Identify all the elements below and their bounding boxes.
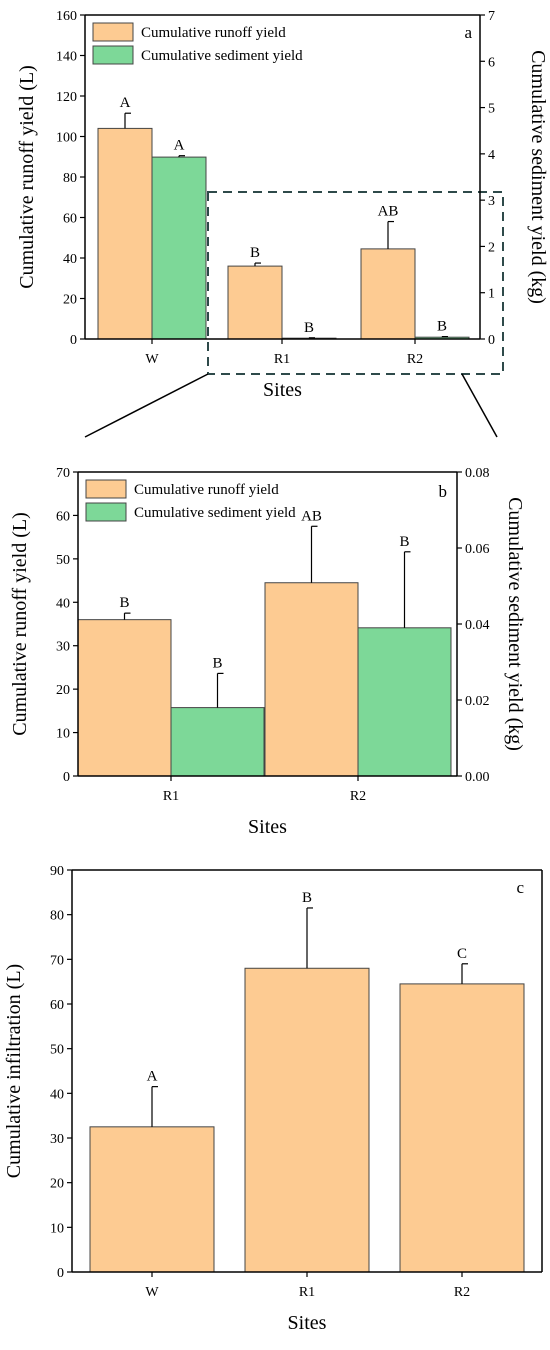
x-tick-label: R1: [299, 1285, 315, 1300]
y-tick-label: 20: [63, 293, 77, 308]
bar-sediment-w: [151, 156, 207, 340]
y-tick-label: 20: [56, 683, 70, 698]
legend-swatch: [92, 22, 134, 42]
y-tick-label: 40: [63, 252, 77, 267]
significance-letter: B: [304, 320, 314, 336]
legend-swatch: [85, 479, 127, 499]
legend-label: Cumulative sediment yield: [134, 505, 296, 521]
x-tick-label: R2: [407, 352, 423, 367]
x-axis-title: Sites: [288, 1312, 327, 1334]
bar-runoff-r2: [360, 248, 416, 340]
bar-sediment-r2: [357, 627, 452, 777]
x-tick-label: R1: [274, 352, 290, 367]
bar-infiltration-r1: [244, 967, 370, 1273]
significance-letter: A: [174, 138, 185, 154]
y2-tick-label: 7: [488, 9, 495, 24]
y-tick-label: 80: [63, 171, 77, 186]
bar-infiltration-w: [89, 1126, 215, 1273]
y-tick-label: 10: [56, 727, 70, 742]
y2-tick-label: 0: [488, 333, 495, 348]
significance-letter: AB: [301, 508, 322, 524]
significance-letter: B: [302, 890, 312, 906]
y2-axis-title: Cumulative sediment yield (kg): [527, 50, 549, 304]
y2-tick-label: 0.02: [465, 694, 490, 709]
y2-tick-label: 0.00: [465, 770, 490, 785]
y-tick-label: 160: [56, 9, 77, 24]
y-tick-label: 10: [50, 1221, 64, 1236]
y-tick-label: 0: [70, 333, 77, 348]
y2-tick-label: 5: [488, 102, 495, 117]
y-tick-label: 60: [50, 998, 64, 1013]
significance-letter: A: [120, 95, 131, 111]
y2-tick-label: 0.06: [465, 542, 490, 557]
bar-runoff-w: [97, 127, 153, 340]
panel-letter-a: a: [464, 23, 472, 42]
legend-label: Cumulative sediment yield: [141, 48, 303, 64]
bar-sediment-r1: [170, 707, 265, 777]
y2-tick-label: 0.08: [465, 466, 490, 481]
bar-runoff-r1: [227, 265, 283, 340]
y2-tick-label: 0.04: [465, 618, 490, 633]
y-tick-label: 50: [56, 553, 70, 568]
y-tick-label: 40: [56, 596, 70, 611]
y-tick-label: 90: [50, 864, 64, 879]
y-tick-label: 70: [56, 466, 70, 481]
significance-letter: B: [250, 245, 260, 261]
significance-letter: B: [399, 534, 409, 550]
y-tick-label: 20: [50, 1177, 64, 1192]
y2-tick-label: 1: [488, 287, 495, 302]
zoom-connector-left: [84, 373, 209, 438]
y-tick-label: 80: [50, 909, 64, 924]
y-tick-label: 100: [56, 131, 77, 146]
x-tick-label: R1: [163, 789, 179, 804]
y2-tick-label: 4: [488, 148, 495, 163]
x-axis-title: Sites: [248, 816, 287, 838]
y2-tick-label: 3: [488, 194, 495, 209]
bar-runoff-r2: [264, 582, 359, 777]
y2-tick-label: 2: [488, 240, 495, 255]
y-axis-title: Cumulative runoff yield (L): [16, 65, 38, 288]
y-tick-label: 0: [63, 770, 70, 785]
y-tick-label: 60: [56, 509, 70, 524]
y-axis-title: Cumulative runoff yield (L): [9, 512, 31, 735]
legend-label: Cumulative runoff yield: [134, 482, 279, 498]
significance-letter: C: [457, 946, 467, 962]
y-tick-label: 60: [63, 212, 77, 227]
x-tick-label: W: [145, 1285, 159, 1300]
y-tick-label: 30: [50, 1132, 64, 1147]
legend-label: Cumulative runoff yield: [141, 25, 286, 41]
significance-letter: B: [119, 595, 129, 611]
x-tick-label: R2: [454, 1285, 470, 1300]
y-tick-label: 40: [50, 1087, 64, 1102]
significance-letter: AB: [378, 204, 399, 220]
y2-tick-label: 6: [488, 55, 495, 70]
x-tick-label: R2: [350, 789, 366, 804]
significance-letter: B: [437, 319, 447, 335]
panel-letter-c: c: [516, 878, 524, 897]
y-tick-label: 0: [57, 1266, 64, 1281]
panel-letter-b: b: [439, 482, 448, 501]
x-tick-label: W: [145, 352, 159, 367]
significance-letter: B: [212, 655, 222, 671]
y-tick-label: 50: [50, 1043, 64, 1058]
bar-infiltration-r2: [399, 983, 525, 1273]
y-tick-label: 140: [56, 50, 77, 65]
legend-swatch: [92, 45, 134, 65]
y-tick-label: 30: [56, 640, 70, 655]
y-axis-title: Cumulative infiltration (L): [3, 964, 25, 1178]
significance-letter: A: [147, 1069, 158, 1085]
x-axis-title: Sites: [263, 379, 302, 401]
y-tick-label: 120: [56, 90, 77, 105]
legend-swatch: [85, 502, 127, 522]
y-tick-label: 70: [50, 953, 64, 968]
zoom-connector-right: [461, 373, 498, 438]
y2-axis-title: Cumulative sediment yield (kg): [504, 497, 526, 751]
zoom-box: [207, 191, 504, 375]
bar-runoff-r1: [77, 619, 172, 777]
